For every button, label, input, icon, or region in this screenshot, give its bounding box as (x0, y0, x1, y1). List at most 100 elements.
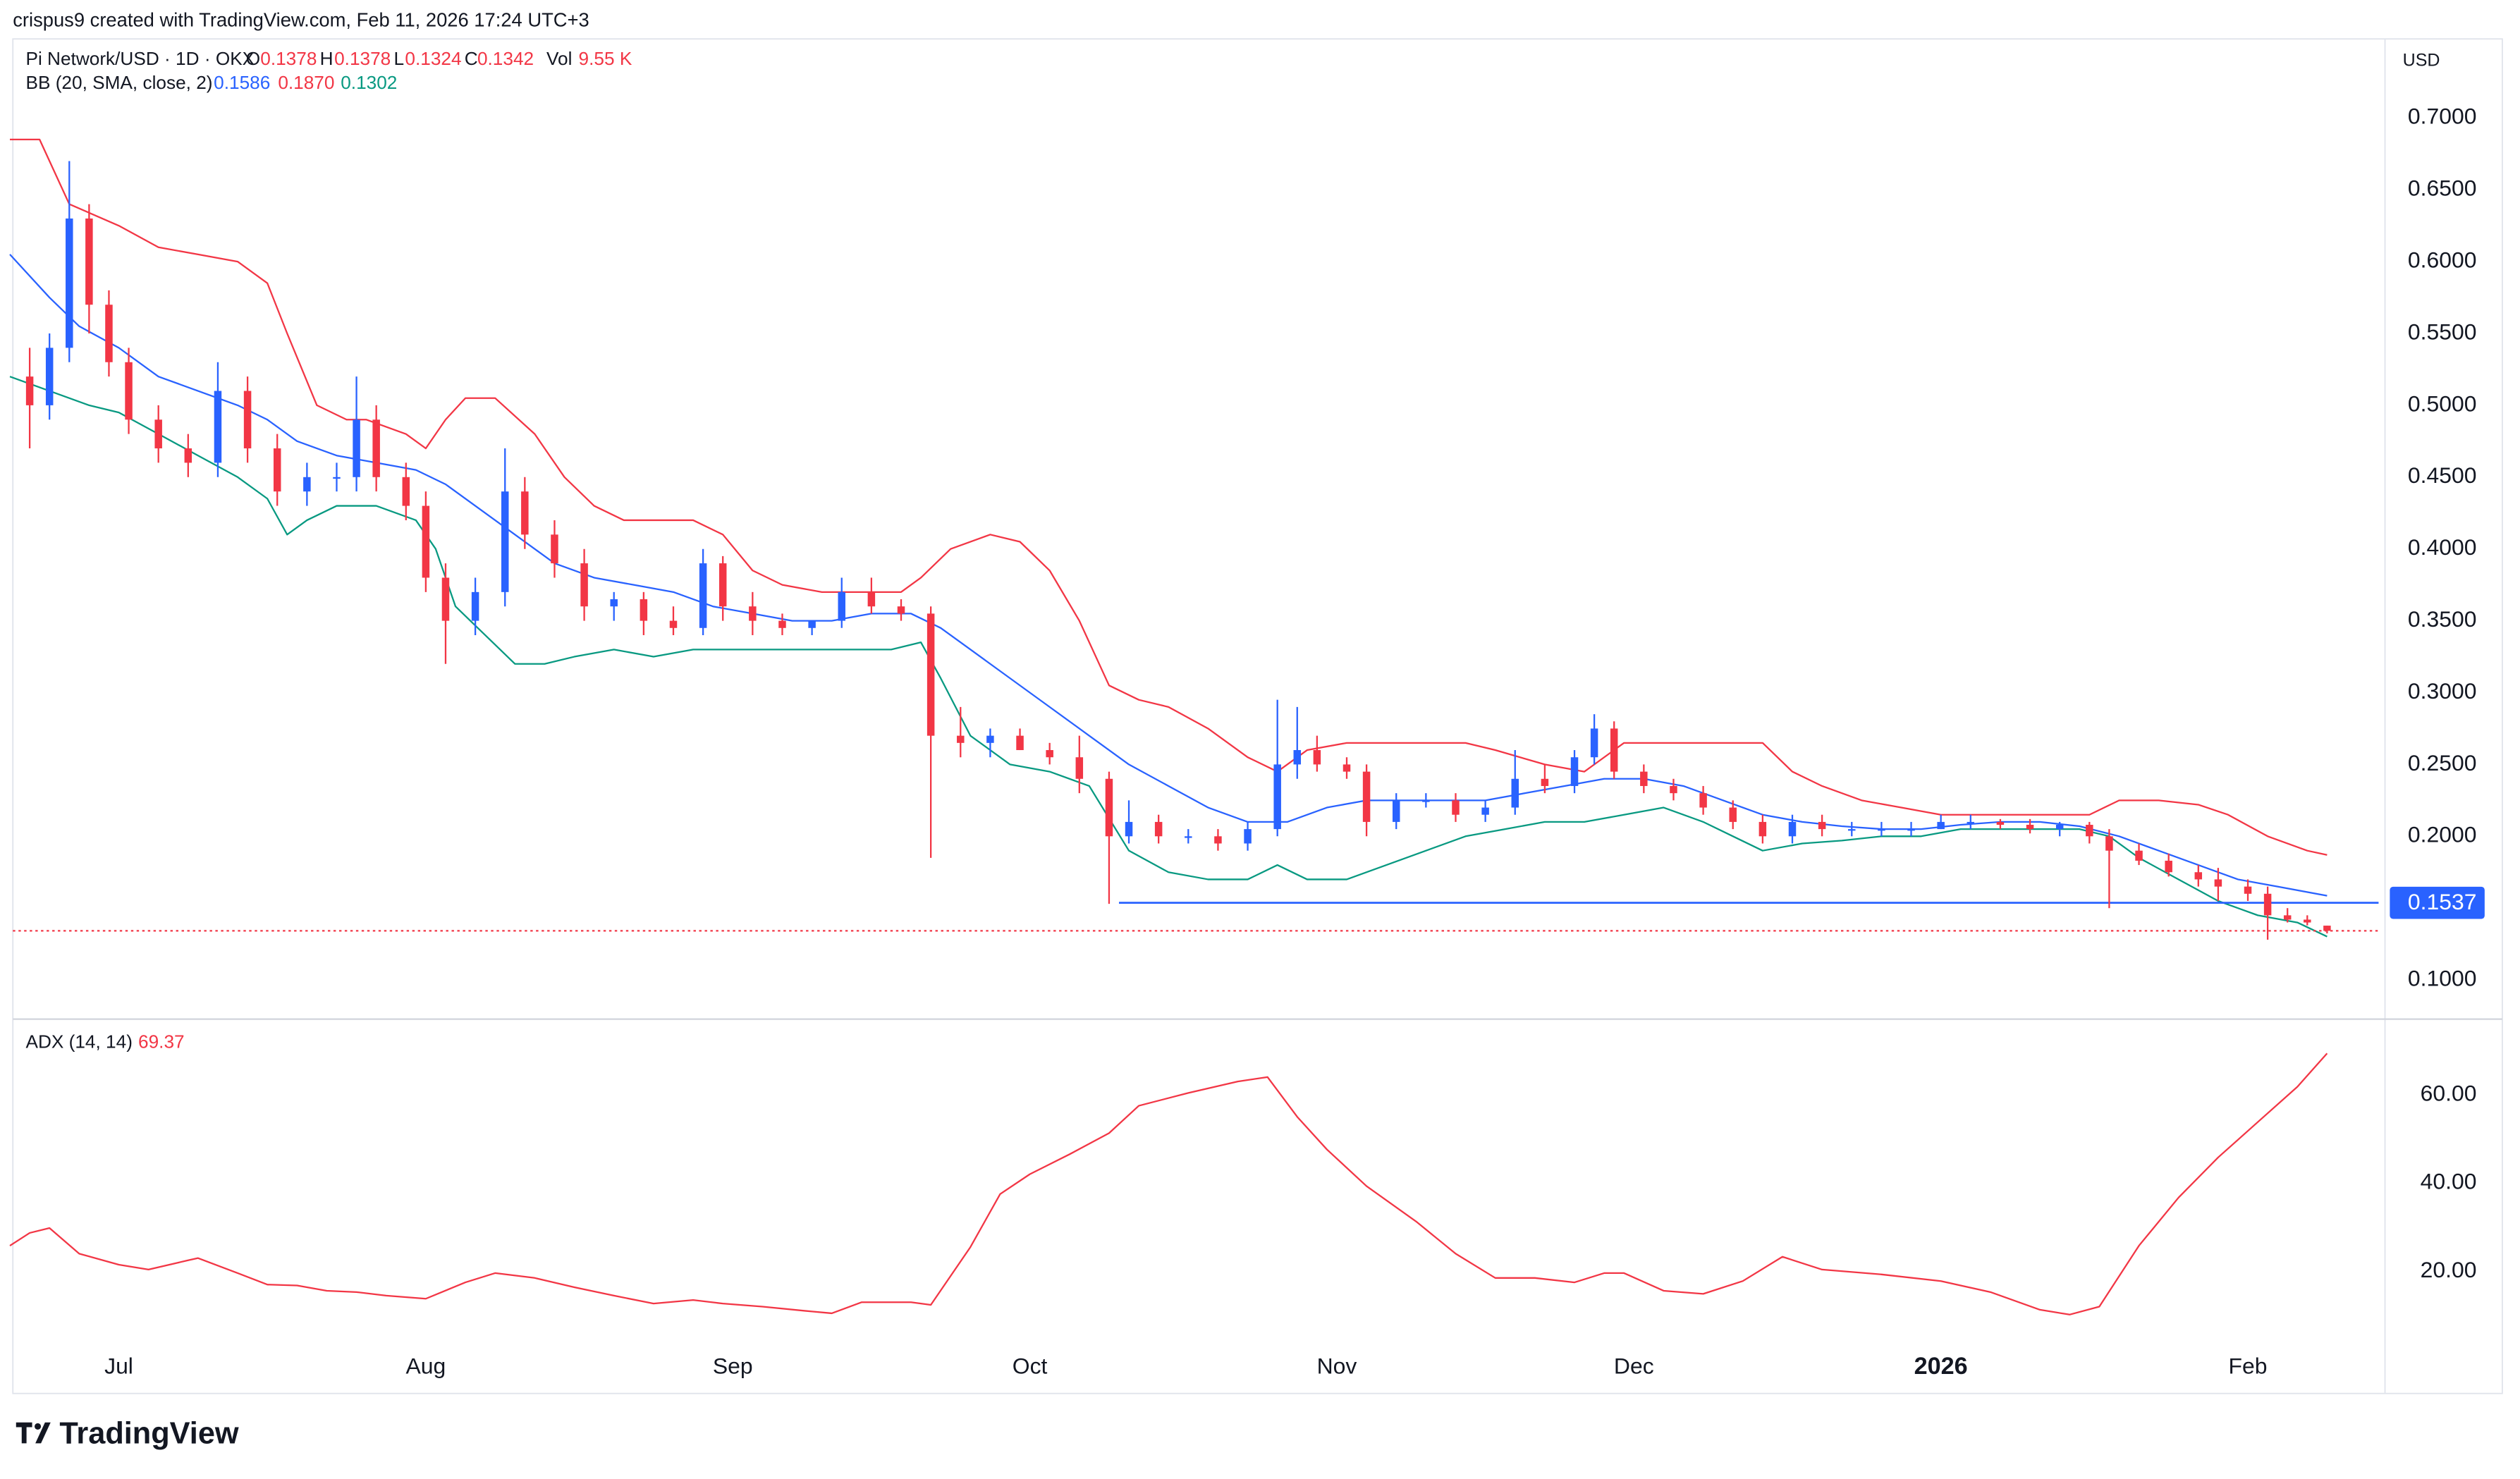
legend-label: C (465, 48, 478, 69)
candle (2244, 879, 2252, 902)
candle (1996, 818, 2005, 830)
candle (1313, 735, 1321, 772)
candle (1422, 793, 1430, 808)
candle-body (2304, 919, 2311, 923)
candle-body (1016, 735, 1024, 751)
candle (1699, 785, 1707, 815)
y-tick-label: 0.2000 (2408, 822, 2477, 847)
price-label: 0.1537 (2408, 889, 2477, 914)
candle (1244, 821, 1252, 851)
candle (1125, 800, 1133, 844)
candle-body (501, 491, 509, 592)
candle-body (1590, 728, 1598, 758)
candle-body (1293, 750, 1302, 765)
candle (778, 613, 786, 635)
candle-body (372, 419, 380, 477)
candle (1818, 814, 1826, 837)
candle-body (1214, 836, 1222, 844)
candle (1016, 728, 1024, 751)
candle-body (718, 563, 727, 607)
y-tick-label: 0.3000 (2408, 678, 2477, 704)
candle (2165, 853, 2172, 877)
y-tick-label: 0.4000 (2408, 534, 2477, 560)
candle (1273, 699, 1281, 837)
candle (1590, 714, 1598, 765)
candle (1105, 771, 1113, 904)
candle-body (1670, 785, 1677, 794)
candle-body (333, 477, 341, 479)
candle-body (2086, 824, 2093, 837)
indicator-value: 0.1586 (214, 72, 270, 93)
candle-body (957, 735, 965, 743)
candle (2214, 868, 2222, 902)
symbol-title: Pi Network/USD · 1D · OKX (25, 48, 255, 69)
indicator-value: 0.1870 (278, 72, 334, 93)
candle (1788, 814, 1797, 844)
candle (303, 462, 311, 506)
candle-body (353, 419, 360, 477)
candle-body (1878, 829, 1885, 831)
candle-body (669, 620, 678, 628)
candle (66, 161, 73, 362)
candle-body (1422, 800, 1430, 802)
candle-body (471, 591, 479, 621)
candle-body (214, 391, 222, 463)
candle (2323, 926, 2331, 934)
y-tick-label: 0.4500 (2408, 462, 2477, 488)
candle-body (1185, 836, 1192, 838)
candle (422, 491, 430, 592)
candle-body (1273, 764, 1281, 830)
candle-body (2283, 915, 2292, 920)
chart-frame (12, 38, 2503, 1394)
y-tick-label: 0.5000 (2408, 391, 2477, 416)
candle-body (184, 448, 192, 463)
logo: TradingView (16, 1416, 239, 1450)
candle (897, 599, 905, 621)
candle-body (66, 218, 73, 348)
candle-body (25, 376, 34, 405)
legend-label: H (320, 48, 334, 69)
legend-value: 0.1342 (477, 48, 534, 69)
candle (333, 462, 341, 492)
candle (699, 548, 707, 635)
attribution: crispus9 created with TradingView.com, F… (13, 8, 589, 30)
candle (957, 706, 965, 758)
candle-body (2055, 824, 2064, 830)
candle-body (1759, 821, 1767, 837)
candle-body (1937, 821, 1945, 830)
candle (1729, 800, 1737, 830)
candle (1214, 829, 1222, 851)
candle-body (749, 606, 757, 621)
candle (1937, 814, 1945, 830)
x-tick-label: Aug (405, 1354, 446, 1379)
candle-body (422, 505, 430, 578)
candle-body (243, 391, 252, 449)
candle (1907, 821, 1915, 837)
candle (986, 728, 994, 758)
y-tick-label: 60.00 (2421, 1080, 2477, 1105)
candle (372, 405, 380, 492)
y-tick-label: 0.5500 (2408, 319, 2477, 344)
candle (441, 563, 450, 664)
candle (926, 606, 935, 858)
candle-body (1996, 821, 2005, 825)
logo-icon (35, 1423, 42, 1430)
candle-body (1570, 757, 1579, 786)
candle-body (1125, 821, 1133, 837)
candle-body (808, 620, 816, 628)
candle (1848, 821, 1856, 837)
x-tick-label: Nov (1317, 1354, 1357, 1379)
candle (501, 448, 509, 607)
candle (808, 620, 816, 635)
y-tick-label: 0.6000 (2408, 247, 2477, 273)
candle-body (2244, 886, 2252, 894)
candle-body (1342, 764, 1351, 772)
candle-body (2263, 893, 2272, 916)
candle-body (521, 491, 529, 535)
candle-body (2105, 836, 2113, 851)
candle-body (1541, 778, 1549, 786)
candle-body (2194, 872, 2203, 880)
candle (1759, 814, 1767, 844)
candle-body (303, 477, 311, 492)
